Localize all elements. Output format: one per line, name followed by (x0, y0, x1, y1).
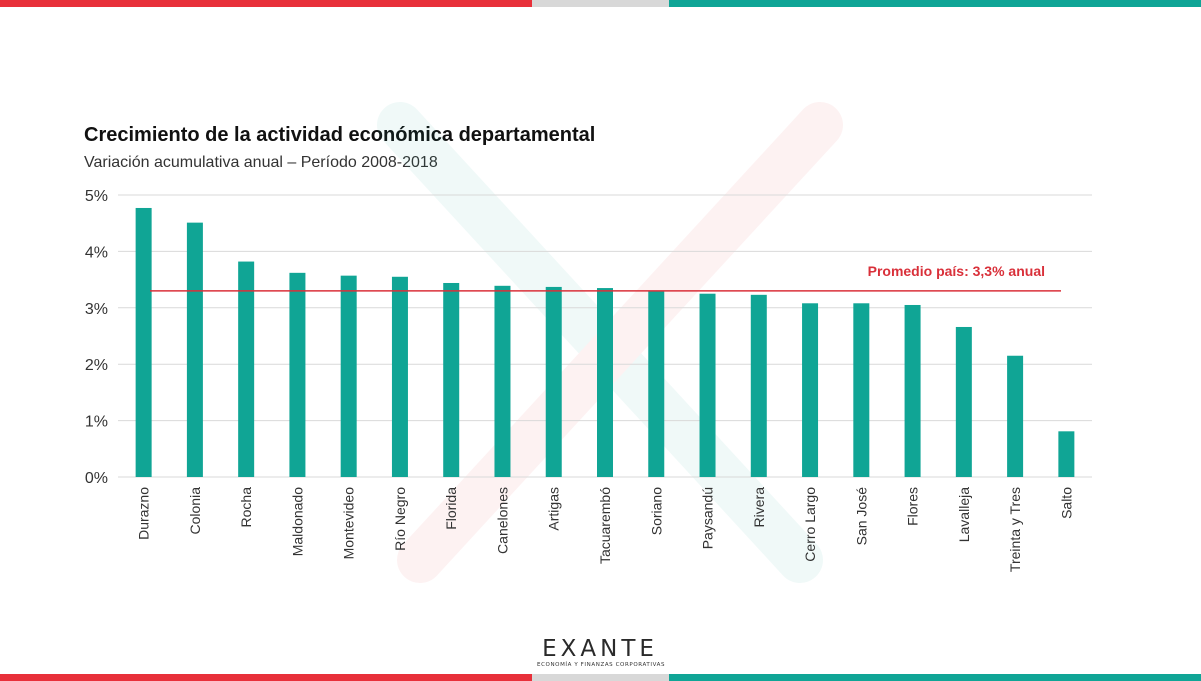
x-tick-label: Río Negro (392, 487, 408, 551)
x-tick-label: Paysandú (700, 487, 716, 549)
bar (340, 275, 357, 477)
bar (1007, 355, 1024, 477)
bar (1058, 431, 1075, 477)
y-tick-label: 4% (85, 244, 108, 261)
x-tick-label: Salto (1058, 487, 1074, 519)
x-tick-label: Montevideo (341, 487, 357, 560)
bar (750, 294, 767, 477)
bar (135, 207, 152, 478)
x-tick-label: Durazno (136, 487, 152, 540)
bar (238, 261, 255, 477)
bar (186, 222, 203, 477)
bar (289, 272, 306, 477)
bar (597, 288, 613, 477)
x-tick-label: Rocha (238, 487, 254, 528)
y-tick-label: 0% (85, 470, 108, 487)
exante-logo: EXANTE ECONOMÍA Y FINANZAS CORPORATIVAS (537, 636, 666, 668)
bar (853, 303, 870, 477)
x-tick-label: Treinta y Tres (1007, 487, 1023, 572)
y-tick-label: 1% (85, 414, 108, 431)
x-tick-label: Maldonado (289, 487, 305, 556)
chart-title: Crecimiento de la actividad económica de… (84, 124, 596, 146)
bottom-brand-stripe (0, 674, 1201, 681)
x-tick-label: Artigas (546, 487, 562, 531)
x-tick-label: Soriano (648, 487, 664, 535)
logo-wordmark: EXANTE (542, 636, 658, 662)
chart-subtitle: Variación acumulativa anual – Período 20… (84, 154, 438, 171)
bar (494, 285, 511, 477)
x-tick-label: Lavalleja (956, 487, 972, 542)
bar (802, 303, 819, 477)
y-tick-label: 5% (85, 188, 108, 205)
logo-tagline: ECONOMÍA Y FINANZAS CORPORATIVAS (537, 662, 666, 668)
x-tick-label: Cerro Largo (802, 487, 818, 562)
x-tick-label: Tacuarembó (597, 487, 613, 564)
bar (648, 290, 665, 477)
top-brand-stripe (0, 0, 1201, 7)
x-tick-label: San José (853, 487, 869, 546)
y-tick-label: 2% (85, 357, 108, 374)
bar (443, 282, 460, 477)
bar (955, 326, 972, 477)
x-tick-label: Flores (905, 487, 921, 526)
bar (699, 293, 716, 477)
x-tick-label: Florida (443, 487, 459, 530)
average-line-label: Promedio país: 3,3% anual (868, 263, 1045, 279)
bar (545, 286, 562, 477)
bar (904, 304, 921, 477)
x-tick-label: Canelones (494, 487, 510, 554)
bar (391, 276, 408, 477)
y-tick-label: 3% (85, 301, 108, 318)
x-tick-label: Colonia (187, 487, 203, 535)
x-tick-label: Rivera (751, 487, 767, 528)
